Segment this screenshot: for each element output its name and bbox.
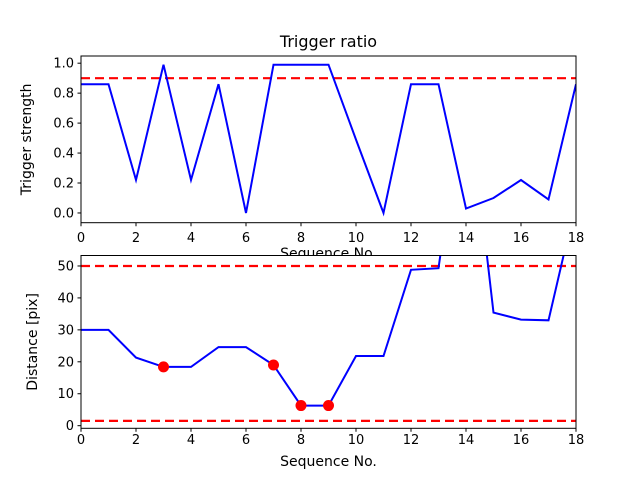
y-tick-label: 0.6 <box>53 117 74 132</box>
x-tick-label: 18 <box>568 231 585 246</box>
marked-point <box>295 400 307 412</box>
x-tick-label: 14 <box>458 231 475 246</box>
axes-frame <box>80 255 577 429</box>
marked-point <box>268 359 279 371</box>
x-tick-label: 10 <box>348 433 365 448</box>
x-tick-label: 18 <box>568 433 585 448</box>
x-tick-label: 4 <box>187 433 195 448</box>
x-tick-label: 16 <box>513 231 530 246</box>
x-tick-label: 2 <box>132 231 140 246</box>
x-tick-label: 12 <box>403 433 420 448</box>
chart-title: Trigger ratio <box>279 32 377 51</box>
y-tick-label: 20 <box>57 355 74 370</box>
y-tick-label: 0.0 <box>53 206 74 221</box>
y-tick-label: 10 <box>57 387 74 402</box>
trigger-strength-line <box>81 63 576 217</box>
x-tick-label: 12 <box>403 231 420 246</box>
top-subplot: 0 2 4 6 8 10 12 14 16 18 0.0 0.2 0.4 0.6 0.8 1.0 Trigger… <box>19 32 584 262</box>
x-tick-label: 4 <box>187 231 195 246</box>
x-tick-label: 10 <box>348 231 365 246</box>
y-axis-label: Distance [pix] <box>25 293 41 391</box>
y-tick-label: 0.4 <box>53 147 74 162</box>
x-tick-label: 6 <box>242 433 250 448</box>
x-tick-label: 16 <box>513 433 530 448</box>
y-tick-label: 0.8 <box>53 87 74 102</box>
axes-background <box>81 56 576 223</box>
x-tick-label: 2 <box>132 433 140 448</box>
x-tick-label: 14 <box>458 433 475 448</box>
x-axis-label: Sequence No. <box>280 454 377 470</box>
x-tick-label: 8 <box>297 231 305 246</box>
marked-point <box>158 361 169 373</box>
x-tick-label: 0 <box>77 231 85 246</box>
y-tick-label: 30 <box>57 323 74 338</box>
marked-point <box>323 400 334 412</box>
y-tick-label: 0 <box>66 419 74 434</box>
x-tick-label: 8 <box>297 433 305 448</box>
x-tick-label: 0 <box>77 433 85 448</box>
x-tick-label: 6 <box>242 231 250 246</box>
axes-background <box>81 255 576 429</box>
y-tick-label: 50 <box>57 259 74 274</box>
bottom-subplot: 0 2 4 6 8 10 12 14 16 18 0 10 20 30 40 50 Distance [pix]… <box>25 255 585 470</box>
y-tick-label: 1.0 <box>53 57 74 72</box>
y-axis-label: Trigger strength <box>19 83 35 196</box>
y-tick-label: 40 <box>57 291 74 306</box>
y-tick-label: 0.2 <box>53 177 74 192</box>
axes-frame <box>80 55 577 224</box>
